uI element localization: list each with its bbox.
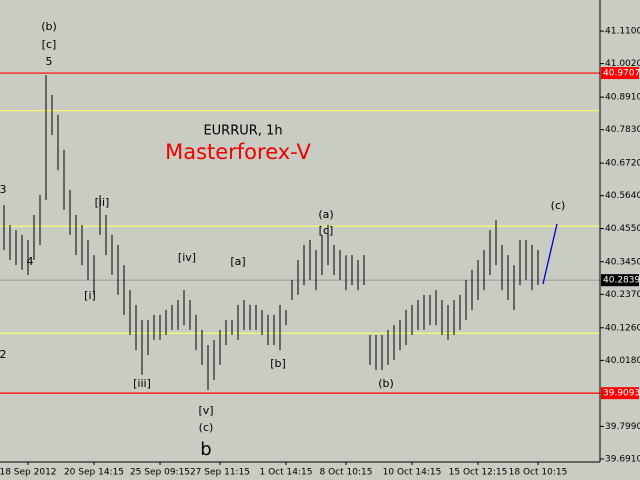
wave-label: (a) (318, 208, 333, 221)
y-tick-label: 40.7830 (605, 125, 640, 135)
level-tag (601, 67, 639, 80)
level-label: 40.9707 (603, 69, 640, 79)
projection-line (542, 223, 558, 285)
level-tag (601, 387, 639, 400)
x-tick-label: 15 Oct 12:15 (449, 468, 508, 478)
annotations: (b) [c] 5 3 4 2 [ii] [i] [iii] [iv] [a] [b] [v] (c) b (… (0, 20, 565, 460)
wave-label: 4 (27, 255, 34, 268)
level-tag (601, 274, 639, 287)
y-tick-label: 40.6720 (605, 159, 640, 169)
chart-title: EURRUR, 1h (203, 124, 282, 139)
wave-label: [iv] (178, 251, 196, 264)
wave-label: [c] (319, 224, 334, 237)
chart-subtitle: Masterforex-V (165, 140, 311, 164)
wave-label: [iii] (133, 377, 151, 390)
x-tick-label: 20 Sep 14:15 (64, 468, 124, 478)
y-tick-label: 40.5640 (605, 191, 640, 201)
level-label: 39.9093 (603, 389, 640, 399)
y-tick-label: 39.6910 (605, 454, 640, 464)
x-tick-label: 1 Oct 14:15 (260, 468, 313, 478)
wave-label: 3 (0, 183, 7, 196)
x-tick-label: 27 Sep 11:15 (190, 468, 250, 478)
wave-label: [v] (198, 404, 213, 417)
x-tick-label: 18 Oct 10:15 (509, 468, 568, 478)
y-tick-label: 40.8910 (605, 93, 640, 103)
y-tick-label: 40.1260 (605, 323, 640, 333)
y-tick-label: 40.4550 (605, 224, 640, 234)
wave-label: (c) (551, 199, 566, 212)
y-tick-label: 39.7990 (605, 422, 640, 432)
wave-label: (b) (41, 20, 57, 33)
y-tick-label: 40.3450 (605, 257, 640, 267)
x-tick-label: 8 Oct 10:15 (320, 468, 373, 478)
y-tick-label: 41.0020 (605, 59, 640, 69)
wave-label: 5 (46, 55, 53, 68)
y-tick-label: 40.0180 (605, 356, 640, 366)
y-tick-label: 40.2370 (605, 290, 640, 300)
level-label: 40.2839 (603, 276, 640, 286)
wave-label: [a] (230, 255, 245, 268)
wave-label: (c) (199, 421, 214, 434)
x-tick-label: 18 Sep 2012 (0, 468, 57, 478)
wave-label: [b] (270, 357, 286, 370)
wave-label: [ii] (95, 196, 110, 209)
wave-label: [c] (42, 38, 57, 51)
x-tick-label: 10 Oct 14:15 (383, 468, 442, 478)
wave-label: 2 (0, 348, 7, 361)
wave-label: [i] (84, 289, 96, 302)
axis-labels: 41.1100 41.0020 40.8910 40.7830 40.6720 40.56… (0, 27, 640, 478)
wave-label: b (200, 439, 211, 460)
y-tick-label: 41.1100 (605, 27, 640, 37)
bars (3, 75, 539, 390)
x-tick-label: 25 Sep 09:15 (130, 468, 190, 478)
wave-label: (b) (378, 377, 394, 390)
